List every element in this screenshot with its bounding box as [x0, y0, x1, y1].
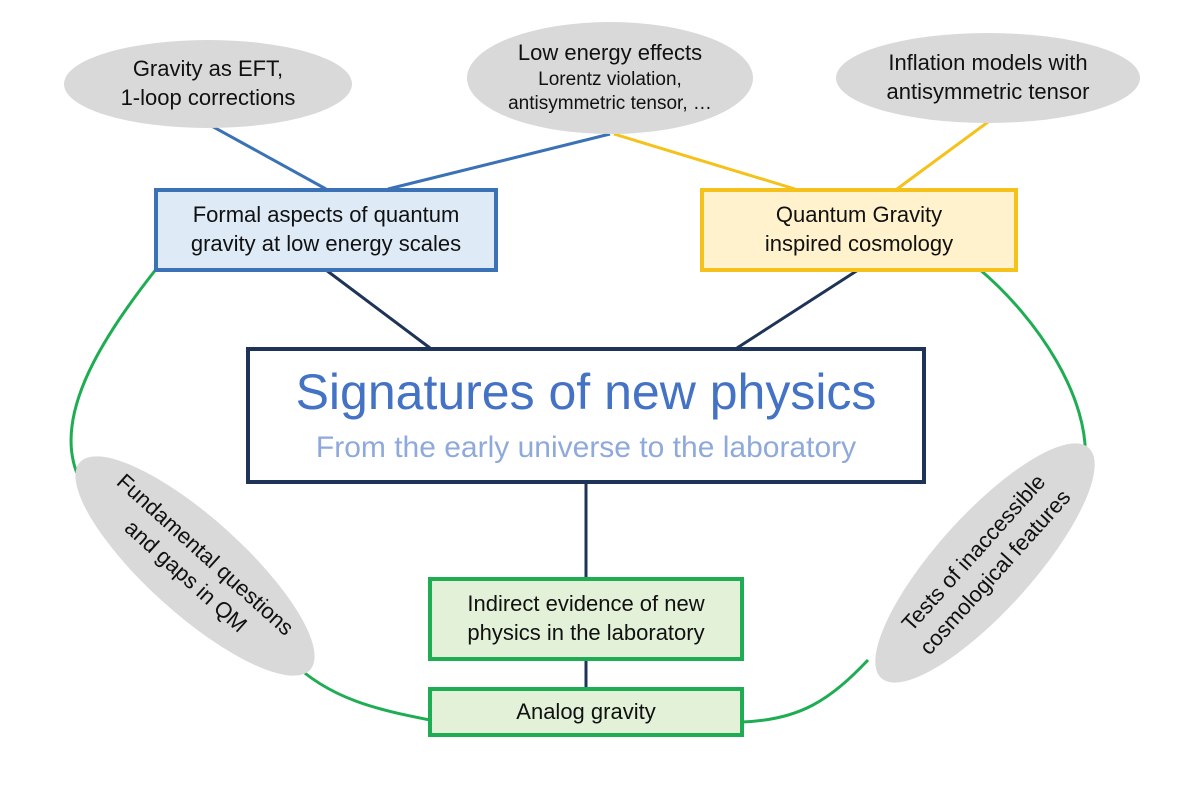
indirect-line2: physics in the laboratory: [467, 620, 705, 645]
connector-fundamental-analog: [288, 658, 431, 722]
connector-formal-main: [325, 268, 431, 350]
gravity-eft-line2: 1-loop corrections: [120, 85, 296, 110]
connector-cosmology-tests: [977, 266, 1087, 463]
ellipse-low-energy: Low energy effects Lorentz violation, an…: [467, 22, 753, 134]
box-qg-cosmology: Quantum Gravity inspired cosmology: [700, 188, 1018, 272]
box-analog-gravity: Analog gravity: [428, 687, 744, 737]
low-energy-line3: antisymmetric tensor, …: [508, 93, 712, 115]
connector-formal-fundamental: [69, 267, 159, 481]
ellipse-inflation: Inflation models with antisymmetric tens…: [836, 33, 1140, 123]
indirect-line1: Indirect evidence of new: [467, 591, 705, 617]
connector-lowenergy-cosmology: [613, 132, 796, 191]
gravity-eft-line1: Gravity as EFT,: [132, 56, 284, 82]
connector-lowenergy-formal: [387, 132, 611, 191]
box-formal-aspects: Formal aspects of quantum gravity at low…: [154, 188, 498, 272]
qg-cosmology-line1: Quantum Gravity: [775, 202, 943, 228]
box-main-signatures: Signatures of new physics From the early…: [246, 347, 926, 484]
main-subtitle: From the early universe to the laborator…: [315, 430, 857, 464]
qg-cosmology-line2: inspired cosmology: [764, 231, 954, 256]
ellipse-gravity-eft: Gravity as EFT, 1-loop corrections: [64, 40, 352, 128]
inflation-line1: Inflation models with: [888, 50, 1088, 76]
inflation-line2: antisymmetric tensor: [886, 79, 1090, 104]
low-energy-line1: Low energy effects: [517, 40, 703, 66]
low-energy-line2: Lorentz violation,: [538, 68, 682, 90]
analog-label: Analog gravity: [516, 698, 656, 724]
formal-line2: gravity at low energy scales: [190, 231, 462, 256]
formal-line1: Formal aspects of quantum: [192, 202, 460, 228]
connector-cosmology-main: [736, 268, 859, 350]
connector-inflation-cosmology: [896, 120, 989, 191]
main-title: Signatures of new physics: [295, 364, 877, 421]
connector-analog-tests: [741, 658, 870, 724]
connector-eft-formal: [207, 122, 327, 191]
box-indirect-evidence: Indirect evidence of new physics in the …: [428, 577, 744, 661]
